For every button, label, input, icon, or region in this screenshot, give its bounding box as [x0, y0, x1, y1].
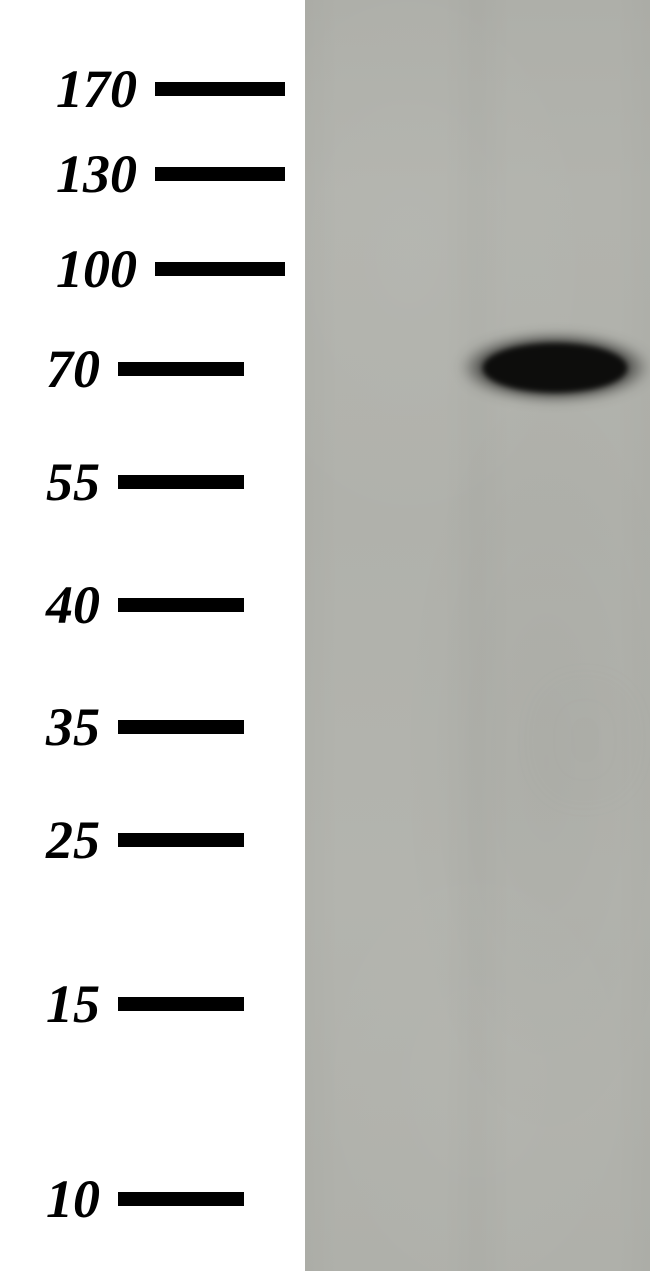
marker-label: 35: [15, 696, 118, 758]
marker-tick: [118, 833, 244, 847]
marker-label: 170: [15, 58, 155, 120]
marker-tick: [118, 1192, 244, 1206]
marker-label: 40: [15, 574, 118, 636]
blot-lane-1: [305, 0, 477, 1271]
marker-tick: [155, 167, 285, 181]
marker-tick: [155, 262, 285, 276]
marker-label: 15: [15, 973, 118, 1035]
marker-tick: [118, 997, 244, 1011]
marker-label: 25: [15, 809, 118, 871]
marker-row-10: 10: [15, 1168, 305, 1230]
protein-band-core: [483, 344, 627, 392]
molecular-weight-ladder: 170 130 100 70 55 40 35 25 15 10: [0, 0, 290, 1271]
marker-label: 100: [15, 238, 155, 300]
marker-label: 10: [15, 1168, 118, 1230]
marker-tick: [118, 362, 244, 376]
marker-row-70: 70: [15, 338, 305, 400]
marker-tick: [118, 598, 244, 612]
marker-tick: [155, 82, 285, 96]
marker-row-15: 15: [15, 973, 305, 1035]
blot-lane-2: [477, 0, 650, 1271]
marker-row-55: 55: [15, 451, 305, 513]
marker-tick: [118, 475, 244, 489]
marker-tick: [118, 720, 244, 734]
marker-row-35: 35: [15, 696, 305, 758]
marker-row-170: 170: [15, 58, 305, 120]
marker-row-130: 130: [15, 143, 305, 205]
marker-label: 130: [15, 143, 155, 205]
marker-row-25: 25: [15, 809, 305, 871]
marker-label: 70: [15, 338, 118, 400]
marker-row-40: 40: [15, 574, 305, 636]
marker-label: 55: [15, 451, 118, 513]
ghost-artifact: [535, 680, 635, 800]
marker-row-100: 100: [15, 238, 305, 300]
blot-membrane: [305, 0, 650, 1271]
